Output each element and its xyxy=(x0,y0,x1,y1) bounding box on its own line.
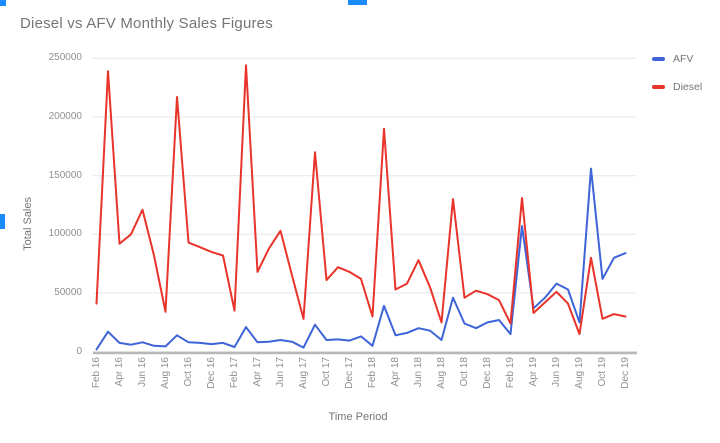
chart-legend: AFV Diesel xyxy=(652,53,702,109)
legend-label: AFV xyxy=(673,53,694,65)
series-line-diesel xyxy=(95,64,627,336)
x-tick-label: Apr 19 xyxy=(528,357,539,387)
y-tick-label: 0 xyxy=(76,345,82,357)
legend-item-diesel: Diesel xyxy=(652,81,702,93)
x-tick-label: Apr 16 xyxy=(114,357,125,387)
x-tick-label: Oct 16 xyxy=(183,357,194,387)
x-tick-label: Dec 18 xyxy=(482,357,493,389)
x-tick-label: Jun 19 xyxy=(551,357,562,388)
x-tick-label: Jun 17 xyxy=(275,357,286,388)
x-tick-label: Apr 17 xyxy=(252,357,263,387)
legend-label: Diesel xyxy=(673,81,703,93)
x-tick-label: Apr 18 xyxy=(390,357,401,387)
chart-title: Diesel vs AFV Monthly Sales Figures xyxy=(20,15,273,32)
x-tick-label: Feb 16 xyxy=(91,357,102,389)
x-tick-label: Jun 16 xyxy=(137,357,148,388)
selection-handle-top-left[interactable] xyxy=(0,0,6,6)
x-tick-label: Dec 17 xyxy=(344,357,355,389)
x-tick-label: Aug 18 xyxy=(436,357,447,389)
x-tick-label: Aug 17 xyxy=(298,357,309,389)
y-tick-label: 200000 xyxy=(48,110,82,122)
x-tick-label: Feb 18 xyxy=(367,357,378,389)
y-tick-label: 150000 xyxy=(48,169,82,181)
x-tick-label: Oct 19 xyxy=(597,357,608,387)
x-axis-title: Time Period xyxy=(328,411,388,423)
x-tick-label: Oct 17 xyxy=(321,357,332,387)
x-tick-label: Aug 19 xyxy=(574,357,585,389)
series-line-afv xyxy=(95,167,627,351)
selection-handle-top-center[interactable] xyxy=(348,0,367,5)
legend-swatch-afv xyxy=(652,57,665,61)
x-tick-label: Feb 17 xyxy=(229,357,240,389)
selection-handle-middle-left[interactable] xyxy=(0,214,5,229)
x-tick-label: Aug 16 xyxy=(160,357,171,389)
x-tick-label: Oct 18 xyxy=(459,357,470,387)
legend-swatch-diesel xyxy=(652,85,665,89)
y-tick-label: 100000 xyxy=(48,228,82,240)
x-tick-label: Dec 19 xyxy=(620,357,631,389)
y-axis-title: Total Sales xyxy=(22,197,34,251)
x-tick-label: Jun 18 xyxy=(413,357,424,388)
x-tick-label: Feb 19 xyxy=(505,357,516,389)
y-tick-label: 50000 xyxy=(54,287,82,299)
legend-item-afv: AFV xyxy=(652,53,702,65)
x-tick-label: Dec 16 xyxy=(206,357,217,389)
y-tick-label: 250000 xyxy=(48,52,82,64)
